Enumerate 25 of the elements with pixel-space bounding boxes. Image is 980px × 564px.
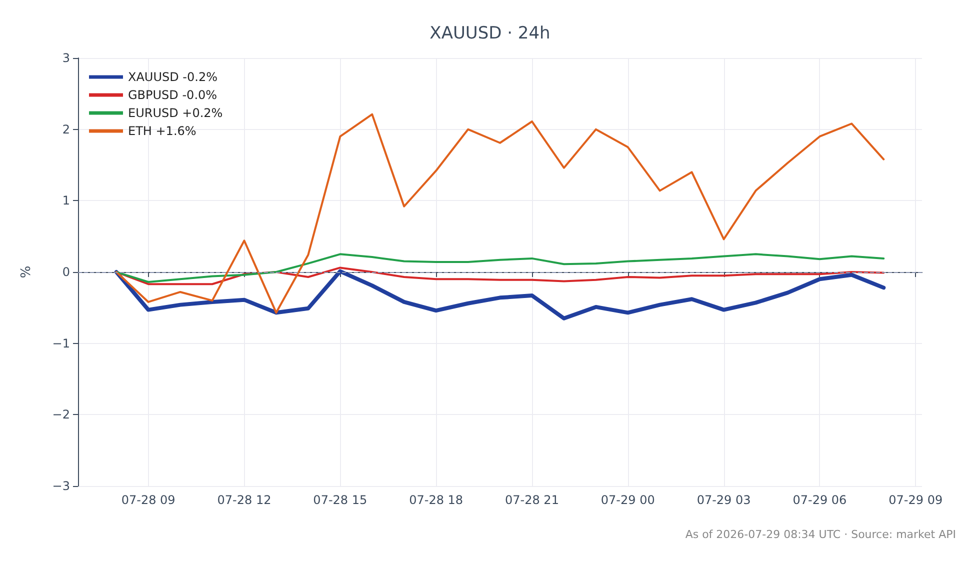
y-tick-label: −3 — [52, 479, 70, 493]
y-tick-label: 3 — [62, 51, 70, 65]
legend-label: XAUUSD -0.2% — [128, 70, 218, 84]
x-tick-label: 07-28 18 — [409, 493, 464, 507]
text: As of 2026-07-29 08:34 UTC · Source: market API — [685, 528, 956, 541]
y-tick-label: 2 — [62, 122, 70, 136]
x-tick-label: 07-28 15 — [313, 493, 368, 507]
x-tick-label: 07-28 21 — [504, 493, 559, 507]
y-tick-label: 1 — [62, 194, 70, 208]
y-tick-label: 0 — [62, 265, 70, 279]
chart-title: XAUUSD · 24h — [430, 24, 550, 44]
x-tick-label: 07-28 12 — [217, 493, 272, 507]
y-tick-label: −1 — [52, 336, 70, 350]
legend-label: EURUSD +0.2% — [128, 106, 223, 120]
line-series — [114, 269, 886, 320]
x-tick-label: 07-29 09 — [888, 493, 943, 507]
y-tick-label: −2 — [52, 408, 70, 422]
x-tick-label: 07-29 06 — [792, 493, 847, 507]
x-tick-label: 07-29 00 — [600, 493, 655, 507]
legend-label: GBPUSD -0.0% — [128, 88, 218, 102]
x-tick-label: 07-29 03 — [696, 493, 751, 507]
line-series — [115, 253, 885, 283]
y-axis-title: % — [19, 266, 34, 278]
x-tick-label: 07-28 09 — [121, 493, 176, 507]
legend-label: ETH +1.6% — [128, 124, 196, 138]
